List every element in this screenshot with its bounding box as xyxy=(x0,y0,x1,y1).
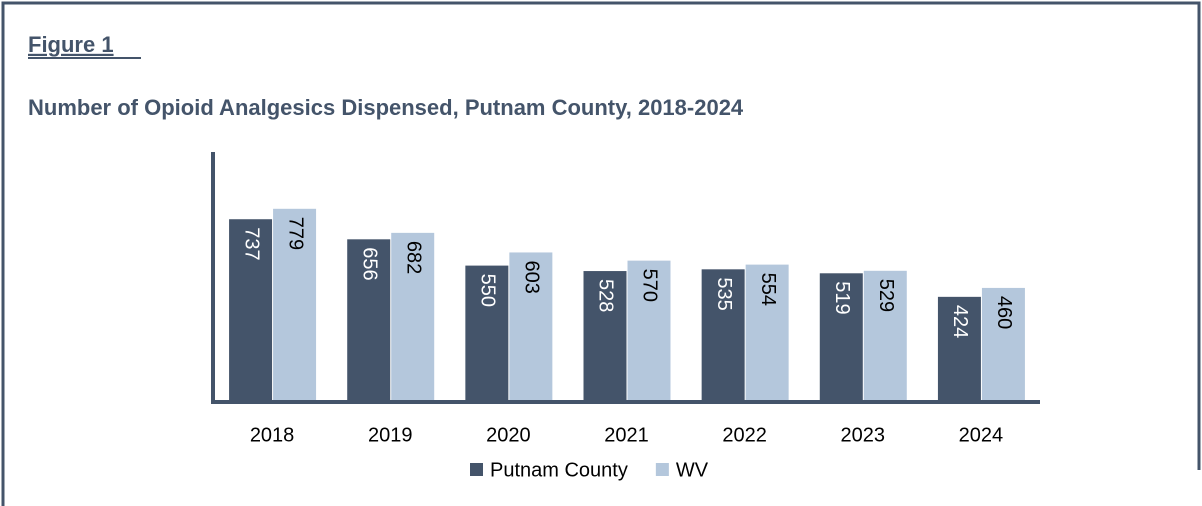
x-tick-label: 2024 xyxy=(959,424,1004,446)
value-label: 529 xyxy=(875,279,897,312)
chart-title: Number of Opioid Analgesics Dispensed, P… xyxy=(28,95,744,120)
x-tick-label: 2023 xyxy=(841,424,886,446)
value-label: 535 xyxy=(713,277,735,310)
legend-label: Putnam County xyxy=(490,459,628,481)
x-tick-label: 2020 xyxy=(486,424,531,446)
bar xyxy=(819,273,863,402)
bar xyxy=(937,296,981,402)
legend-label: WV xyxy=(676,459,709,481)
legend-swatch xyxy=(655,463,669,476)
value-label: 519 xyxy=(831,281,853,314)
legend-swatch xyxy=(470,463,483,476)
x-tick-label: 2021 xyxy=(604,424,649,446)
value-label: 737 xyxy=(240,227,262,260)
bar xyxy=(347,239,391,402)
value-label: 603 xyxy=(521,260,543,293)
bar xyxy=(745,264,789,402)
bar xyxy=(863,270,907,402)
x-tick-label: 2018 xyxy=(250,424,295,446)
bar xyxy=(627,260,671,402)
bar xyxy=(701,269,745,402)
x-tick-label: 2022 xyxy=(722,424,767,446)
bar xyxy=(391,232,435,402)
bar xyxy=(229,219,273,402)
value-label: 682 xyxy=(402,241,424,274)
value-label: 528 xyxy=(595,279,617,312)
x-tick-label: 2019 xyxy=(368,424,413,446)
value-label: 779 xyxy=(284,217,306,250)
bar xyxy=(981,287,1025,402)
value-label: 460 xyxy=(993,296,1015,329)
value-label: 656 xyxy=(358,247,380,280)
bar xyxy=(273,208,317,402)
value-label: 424 xyxy=(949,305,971,338)
value-label: 550 xyxy=(477,274,499,307)
value-label: 570 xyxy=(639,269,661,302)
bar xyxy=(583,271,627,402)
bar xyxy=(509,252,553,402)
figure-label: Figure 1 xyxy=(28,32,114,57)
value-label: 554 xyxy=(757,273,779,306)
bar xyxy=(465,265,509,402)
